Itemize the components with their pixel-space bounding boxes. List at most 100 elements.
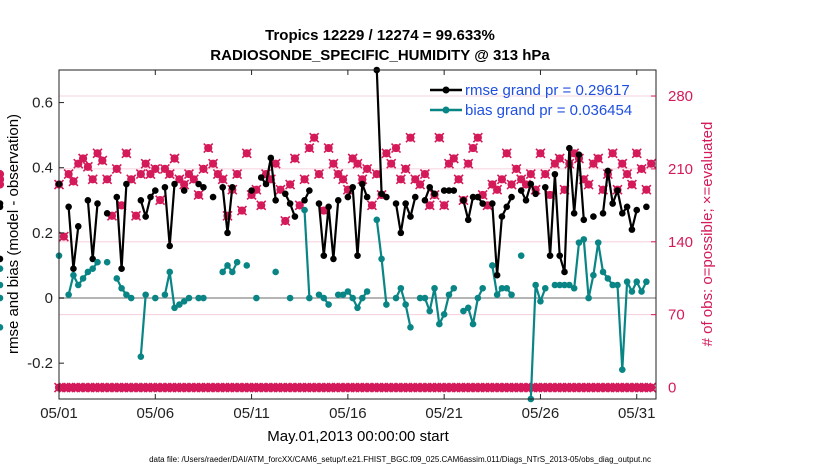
rmse-point [609,200,616,207]
legend-rmse-label: rmse grand pr = 0.29617 [465,82,630,99]
bias-point [383,301,390,308]
rmse-point [398,230,405,237]
chart-subtitle: RADIOSONDE_SPECIFIC_HUMIDITY @ 313 hPa [210,47,550,64]
rmse-point [272,197,279,204]
rmse-point [431,190,438,197]
rmse-point [345,194,352,201]
y-right-tick-label: 280 [668,88,693,105]
bias-point [619,366,626,373]
rmse-point [349,184,356,191]
rmse-point [542,184,549,191]
rmse-point [605,168,612,175]
rmse-point [532,190,539,197]
y-axis-right-label: # of obs: o=possible; ×=evaluated [699,122,716,347]
legend-rmse-marker [443,87,450,94]
bias-point [152,295,159,302]
rmse-point [224,230,231,237]
rmse-point [412,194,419,201]
rmse-point [138,197,145,204]
rmse-point [633,207,640,214]
bias-point [301,207,308,214]
rmse-point [147,194,154,201]
bias-point [224,262,231,269]
y-right-tick-label: 0 [668,380,676,397]
rmse-point [263,181,270,188]
bias-point [272,269,279,276]
bias-point [142,291,149,298]
bias-point [162,291,169,298]
y-right-tick-label: 70 [668,307,685,324]
bias-point [398,285,405,292]
bias-point [537,298,544,305]
bias-point [629,288,636,295]
x-tick-label: 05/26 [522,405,560,422]
bias-point [378,256,385,263]
y-right-tick-label: 140 [668,234,693,251]
bias-point [422,295,429,302]
bias-point [373,217,380,224]
rmse-point [268,155,275,162]
rmse-point [359,181,366,188]
rmse-point [407,213,414,220]
rmse-point [306,187,313,194]
rmse-point [629,226,636,233]
rmse-point [248,187,255,194]
rmse-point [181,187,188,194]
rmse-point [450,187,457,194]
rmse-point [75,223,82,230]
bias-point [426,308,433,315]
rmse-point [166,243,173,250]
y-tick-label: 0.4 [32,160,53,177]
rmse-point [258,174,265,181]
rmse-point [287,200,294,207]
bias-point [407,324,414,331]
bias-point [118,285,125,292]
rmse-point [426,184,433,191]
bias-point [600,269,607,276]
bias-point [605,275,612,282]
bias-point [446,291,453,298]
rmse-point [556,252,563,259]
bias-point [65,291,72,298]
rmse-point [479,200,486,207]
rmse-point [123,181,130,188]
bias-point [234,259,241,266]
rmse-point [292,213,299,220]
rmse-point [624,204,631,211]
rmse-point [142,213,149,220]
x-tick-label: 05/31 [618,405,656,422]
rmse-point [104,210,111,217]
rmse-point [402,200,409,207]
bias-point [503,285,510,292]
chart-title: Tropics 12229 / 12274 = 99.633% [265,27,495,44]
bias-point [80,275,87,282]
bias-point [364,288,371,295]
rmse-point [614,187,621,194]
y-tick-label: 0.2 [32,225,53,242]
bias-point [518,252,525,259]
bias-point [306,295,313,302]
bias-point [643,278,650,285]
bias-point [253,295,260,302]
bias-point [200,295,207,302]
y-tick-label: 0 [45,290,53,307]
rmse-point [489,200,496,207]
rmse-point [113,194,120,201]
bias-point [104,259,111,266]
bias-point [219,269,226,276]
bias-point [571,285,578,292]
bias-point [580,236,587,243]
bias-point [508,291,515,298]
bias-point [128,295,135,302]
y-tick-label: -0.2 [27,355,53,372]
rmse-point [219,184,226,191]
bias-point [436,321,443,328]
footer-data-file: data file: /Users/raeder/DAI/ATM_forcXX/… [149,455,651,464]
rmse-point [503,204,510,211]
rmse-point [229,184,236,191]
bias-point [70,272,77,279]
bias-point [229,269,236,276]
rmse-point [643,204,650,211]
bias-point [494,291,501,298]
rmse-point [571,210,578,217]
